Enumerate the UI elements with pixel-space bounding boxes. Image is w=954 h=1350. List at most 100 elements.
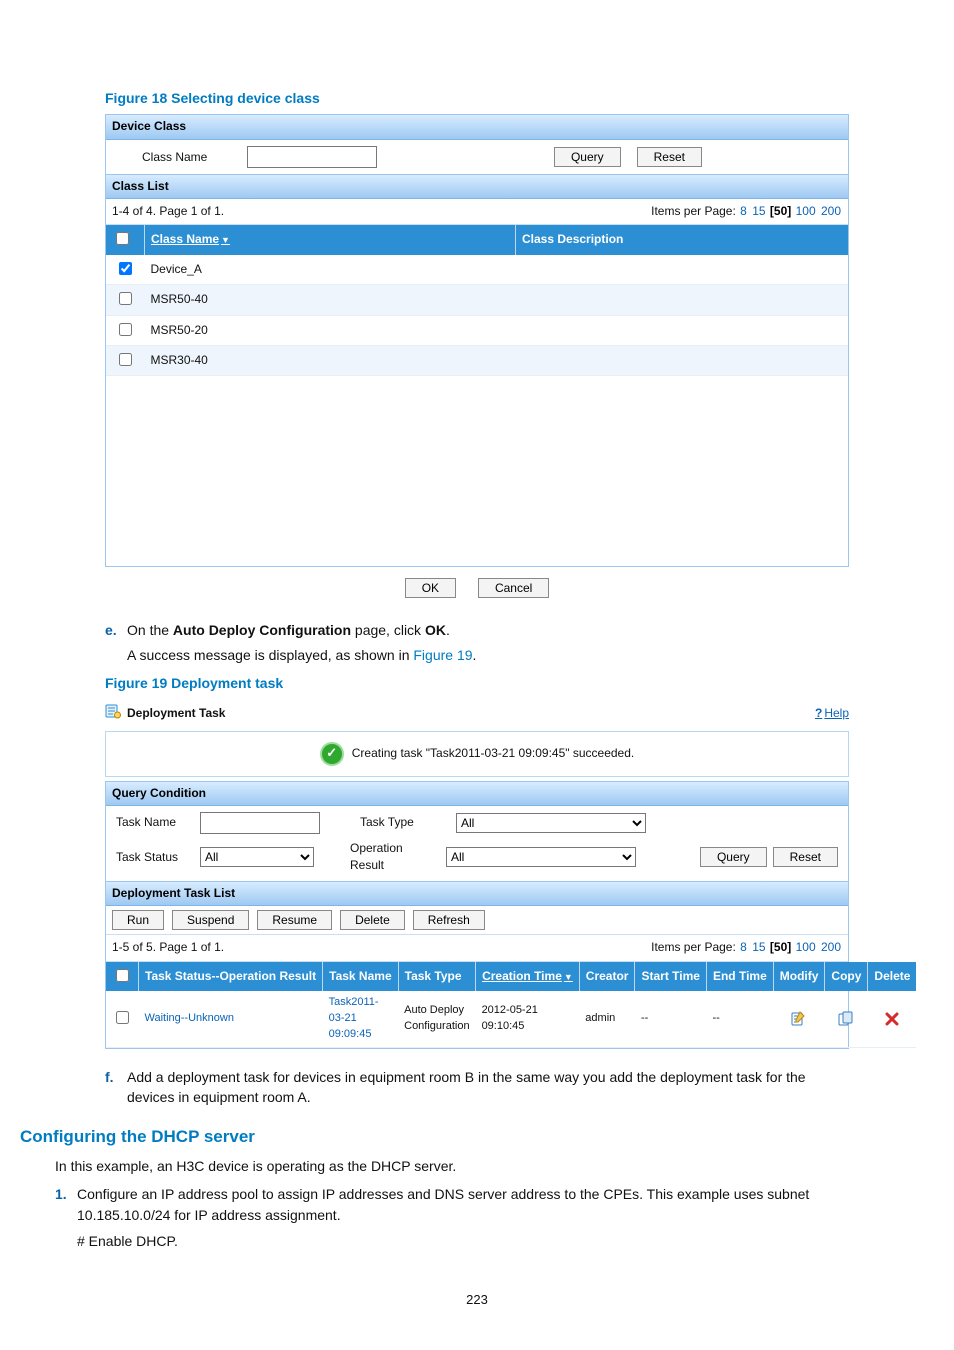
task-type-select[interactable]: All <box>456 813 646 833</box>
ipp-100[interactable]: 100 <box>796 204 816 218</box>
row-class-desc <box>516 255 849 285</box>
dhcp-step1-marker: 1. <box>55 1184 77 1251</box>
select-all-header[interactable] <box>106 225 145 254</box>
col-end-time[interactable]: End Time <box>706 962 773 991</box>
select-all-checkbox-2[interactable] <box>116 969 129 982</box>
row-checkbox[interactable] <box>119 353 132 366</box>
ipp-200[interactable]: 200 <box>821 204 841 218</box>
col-copy[interactable]: Copy <box>825 962 868 991</box>
task-status-select[interactable]: All <box>200 847 314 867</box>
row-class-name: MSR50-20 <box>145 315 516 345</box>
ok-button[interactable]: OK <box>405 578 456 598</box>
ipp2-50[interactable]: [50] <box>770 940 791 954</box>
select-all-checkbox[interactable] <box>116 232 129 245</box>
deployment-task-list-title: Deployment Task List <box>106 881 848 906</box>
success-icon: ✓ <box>320 742 344 766</box>
col-task-name[interactable]: Task Name <box>323 962 398 991</box>
row-class-desc <box>516 315 849 345</box>
col-status[interactable]: Task Status--Operation Result <box>139 962 323 991</box>
row-checkbox[interactable] <box>119 323 132 336</box>
run-button[interactable]: Run <box>112 910 164 930</box>
dhcp-intro: In this example, an H3C device is operat… <box>55 1156 849 1176</box>
task-status-label: Task Status <box>116 849 194 866</box>
step-e-marker: e. <box>105 620 127 665</box>
op-result-select[interactable]: All <box>446 847 636 867</box>
table-row: MSR50-20 <box>106 315 848 345</box>
row-start-time: -- <box>635 991 706 1047</box>
col-task-type[interactable]: Task Type <box>398 962 475 991</box>
figure19-caption: Figure 19 Deployment task <box>105 673 849 693</box>
row-status[interactable]: Waiting--Unknown <box>139 991 323 1047</box>
class-list-title: Class List <box>106 174 848 199</box>
suspend-button[interactable]: Suspend <box>172 910 249 930</box>
modify-icon[interactable] <box>791 1011 807 1027</box>
ipp-15[interactable]: 15 <box>752 204 765 218</box>
row-task-name[interactable]: Task2011-03-21 09:09:45 <box>323 991 398 1047</box>
col-delete[interactable]: Delete <box>868 962 917 991</box>
device-class-title: Device Class <box>106 115 848 139</box>
delete-icon[interactable] <box>884 1011 900 1027</box>
figure-19-link[interactable]: Figure 19 <box>413 647 472 663</box>
deployment-task-icon <box>105 703 121 724</box>
delete-button[interactable]: Delete <box>340 910 405 930</box>
row-checkbox[interactable] <box>119 292 132 305</box>
class-name-header[interactable]: Class Name▼ <box>145 225 516 254</box>
step-f-marker: f. <box>105 1067 127 1108</box>
row-creator: admin <box>579 991 635 1047</box>
row-end-time: -- <box>706 991 773 1047</box>
select-all-header-2[interactable] <box>106 962 139 991</box>
query-condition-title: Query Condition <box>106 781 848 806</box>
table-row: Waiting--Unknown Task2011-03-21 09:09:45… <box>106 991 916 1047</box>
resume-button[interactable]: Resume <box>257 910 332 930</box>
ipp2-100[interactable]: 100 <box>796 940 816 954</box>
table-row: MSR50-40 <box>106 285 848 315</box>
dhcp-heading: Configuring the DHCP server <box>20 1125 849 1150</box>
col-creator[interactable]: Creator <box>579 962 635 991</box>
task-name-label: Task Name <box>116 814 194 831</box>
col-creation-time[interactable]: Creation Time▼ <box>476 962 580 991</box>
class-name-label: Class Name <box>142 150 207 164</box>
reset-button-2[interactable]: Reset <box>773 847 838 867</box>
table-row: Device_A <box>106 255 848 285</box>
reset-button[interactable]: Reset <box>637 147 702 167</box>
deployment-task-block: Deployment Task ?Help ✓ Creating task "T… <box>105 699 849 1049</box>
dhcp-step1-sub: # Enable DHCP. <box>77 1231 849 1251</box>
query-button[interactable]: Query <box>554 147 621 167</box>
items-per-page: Items per Page: 8 15 [50] 100 200 <box>651 203 842 220</box>
row-class-name: MSR50-40 <box>145 285 516 315</box>
ipp2-15[interactable]: 15 <box>752 940 765 954</box>
deployment-task-title: Deployment Task <box>127 705 225 722</box>
op-result-label: Operation Result <box>350 840 440 875</box>
copy-icon[interactable] <box>838 1011 854 1027</box>
step-e-bold1: Auto Deploy Configuration <box>173 622 351 638</box>
col-modify[interactable]: Modify <box>773 962 825 991</box>
refresh-button[interactable]: Refresh <box>413 910 485 930</box>
step-e-line2: A success message is displayed, as shown… <box>127 647 413 663</box>
task-type-label: Task Type <box>360 814 450 831</box>
ipp2-200[interactable]: 200 <box>821 940 841 954</box>
items-per-page-2: Items per Page: 8 15 [50] 100 200 <box>651 939 842 956</box>
help-icon: ? <box>815 705 822 722</box>
query-button-2[interactable]: Query <box>700 847 767 867</box>
help-link[interactable]: ?Help <box>815 705 849 722</box>
device-class-panel: Device Class Class Name Query Reset Clas… <box>105 114 849 567</box>
task-name-input[interactable] <box>200 812 320 834</box>
success-message-text: Creating task "Task2011-03-21 09:09:45" … <box>352 745 634 762</box>
row-checkbox[interactable] <box>119 262 132 275</box>
col-start-time[interactable]: Start Time <box>635 962 706 991</box>
table-row: MSR30-40 <box>106 346 848 376</box>
step-e-text: On the <box>127 622 173 638</box>
row-checkbox[interactable] <box>116 1011 129 1024</box>
dhcp-step1-text: Configure an IP address pool to assign I… <box>77 1184 849 1225</box>
figure18-caption: Figure 18 Selecting device class <box>105 88 849 108</box>
cancel-button[interactable]: Cancel <box>478 578 549 598</box>
deployment-task-table: Task Status--Operation Result Task Name … <box>106 962 916 1048</box>
class-name-input[interactable] <box>247 146 377 168</box>
success-message-box: ✓ Creating task "Task2011-03-21 09:09:45… <box>105 731 849 777</box>
page-number: 223 <box>105 1291 849 1310</box>
paging-text: 1-4 of 4. Page 1 of 1. <box>112 203 224 220</box>
ipp-50[interactable]: [50] <box>770 204 791 218</box>
ipp2-8[interactable]: 8 <box>740 940 747 954</box>
class-desc-header[interactable]: Class Description <box>516 225 849 254</box>
ipp-8[interactable]: 8 <box>740 204 747 218</box>
